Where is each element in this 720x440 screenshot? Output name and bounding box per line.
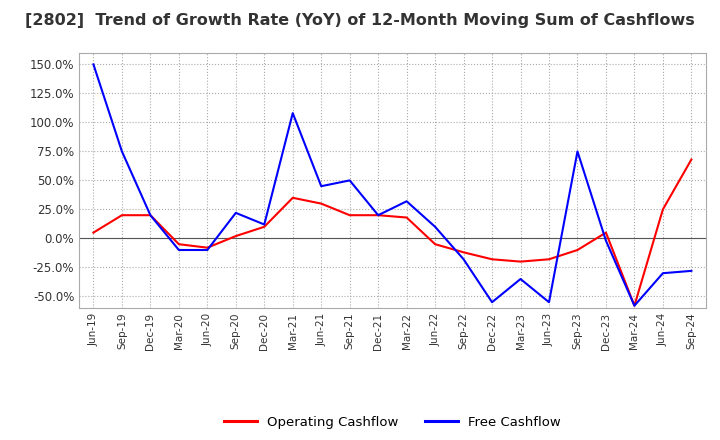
Text: [2802]  Trend of Growth Rate (YoY) of 12-Month Moving Sum of Cashflows: [2802] Trend of Growth Rate (YoY) of 12-… <box>25 13 695 28</box>
Legend: Operating Cashflow, Free Cashflow: Operating Cashflow, Free Cashflow <box>218 411 567 434</box>
